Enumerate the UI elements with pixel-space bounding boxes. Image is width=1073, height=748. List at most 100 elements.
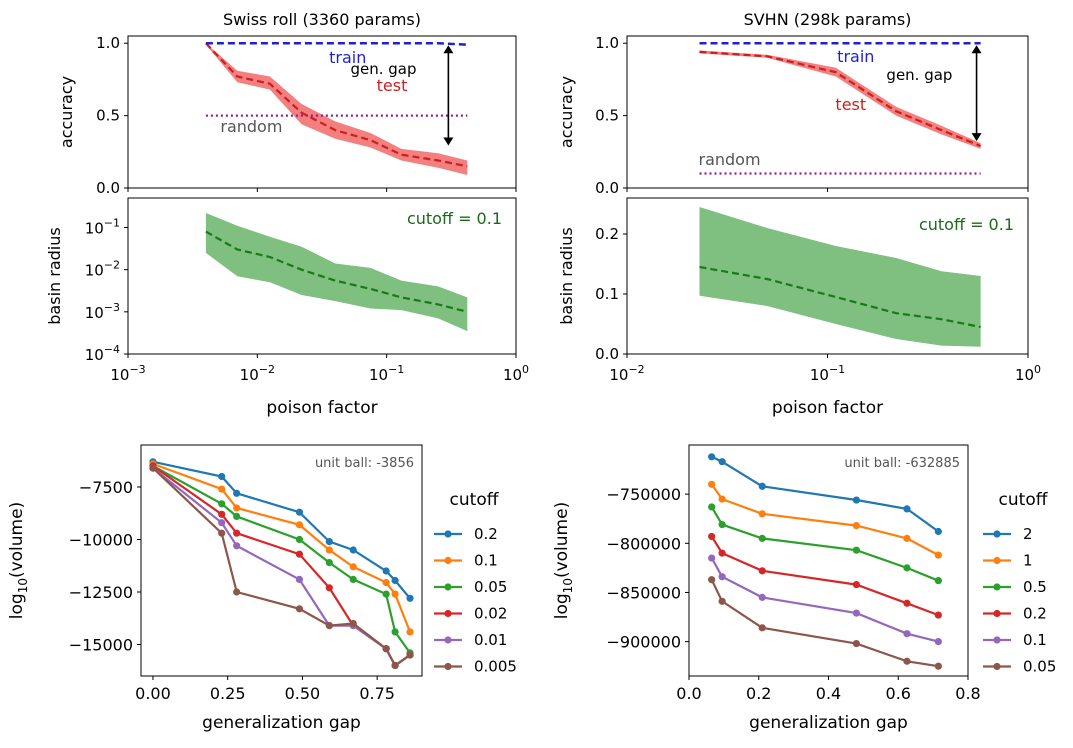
volume-point [233,512,241,521]
volume-point [325,622,333,630]
y-axis-label: basin radius [557,227,576,324]
y-tick-label: 0.0 [595,345,619,363]
volume-point [758,624,766,632]
test-line [205,42,468,168]
volume-point [903,657,911,665]
x-tick-label: 10−3 [110,363,145,384]
x-tick-label: 10−2 [609,363,644,384]
volume-point [708,453,716,461]
y-tick-label: −15000 [69,636,133,655]
volume-point [934,527,942,536]
x-tick-label: 0.25 [210,684,246,703]
x-axis-label: poison factor [772,398,883,418]
y-tick-label: 10−3 [85,301,120,322]
volume-point [718,549,726,557]
volume-point [295,575,304,584]
volume-point [903,505,911,513]
legend-swatch-marker [444,530,452,538]
volume-point [382,578,390,587]
radius-line [699,265,981,329]
x-tick-label: 0.50 [285,684,321,703]
volume-line-0.05 [710,579,939,668]
volume-point [218,529,226,537]
volume-point [349,563,357,571]
legend-label: 0.5 [1023,578,1047,596]
volume-point [758,510,766,518]
volume-point [325,584,333,592]
x-tick-label: 0.75 [359,684,395,703]
volume-point [708,480,716,488]
volume-point [934,551,942,559]
y-tick-label: 0.2 [595,225,619,243]
y-tick-label: −10000 [69,531,133,550]
volume-point [903,534,911,542]
volume-point [758,593,766,601]
legend-label: 0.1 [474,552,498,570]
volume-point [391,661,399,670]
radius-band [205,213,468,332]
volume-point [718,495,726,503]
volume-line-0.01 [152,467,411,668]
legend-swatch-marker [993,609,1001,618]
volume-point [758,534,766,542]
volume-point [349,575,357,584]
y-tick-label: −7500 [79,478,133,497]
volume-point [406,628,414,636]
legend-label: 0.2 [1023,605,1047,623]
volume-point [391,628,399,636]
volume-point [218,472,226,481]
x-axis-label: generalization gap [202,713,361,733]
x-tick-label: 0.4 [816,684,841,703]
volume-point [391,576,399,585]
legend-label: 0.02 [474,605,507,623]
y-tick-label: −750000 [607,485,681,504]
random-label: random [698,150,760,169]
y-axis-label: accuracy [57,76,76,148]
volume-point [708,532,716,541]
volume-point [852,546,861,554]
train-label: train [837,47,874,66]
volume-point [852,496,861,504]
legend-label: 0.2 [474,525,498,543]
x-tick-label: 0.6 [886,684,911,703]
x-tick-label: 100 [503,363,529,384]
y-tick-label: −900000 [607,633,681,652]
legend-label: 0.05 [474,578,507,596]
x-tick-label: 0.0 [676,684,701,703]
volume-point [852,639,861,648]
volume-point [718,521,726,529]
legend-label: 0.01 [474,631,507,649]
y-tick-label: 0.1 [595,285,619,303]
y-tick-label: 1.0 [595,34,619,52]
legend-swatch-marker [444,583,452,591]
unit-ball-label: unit ball: -3856 [315,456,414,471]
x-tick-label: 0.00 [135,684,171,703]
test-band [205,43,468,176]
volume-point [852,522,861,530]
gap-arrow-head [971,133,982,142]
test-line [699,50,982,148]
volume-line-0.2 [152,460,411,600]
volume-point [349,546,357,554]
volume-point [325,559,333,567]
unit-ball-label: unit ball: -632885 [844,456,960,471]
chart-title: Swiss roll (3360 params) [223,10,421,29]
volume-point [406,594,414,602]
legend-title: cutoff [999,490,1049,510]
volume-point [852,580,861,589]
gap-arrow-head [971,45,982,54]
volume-point [218,510,226,518]
chart-title: SVHN (298k params) [744,10,912,29]
volume-point [218,500,226,508]
volume-point [903,599,911,607]
volume-point [391,590,399,598]
y-tick-label: 10−1 [85,216,120,237]
legend-swatch-marker [444,556,452,565]
y-tick-label: −850000 [607,583,681,602]
volume-point [295,521,304,529]
y-tick-label: 10−2 [85,259,120,280]
y-axis-label: basin radius [45,227,64,324]
test-label: test [835,95,866,114]
volume-point [708,576,716,584]
axes-frame [688,444,969,677]
